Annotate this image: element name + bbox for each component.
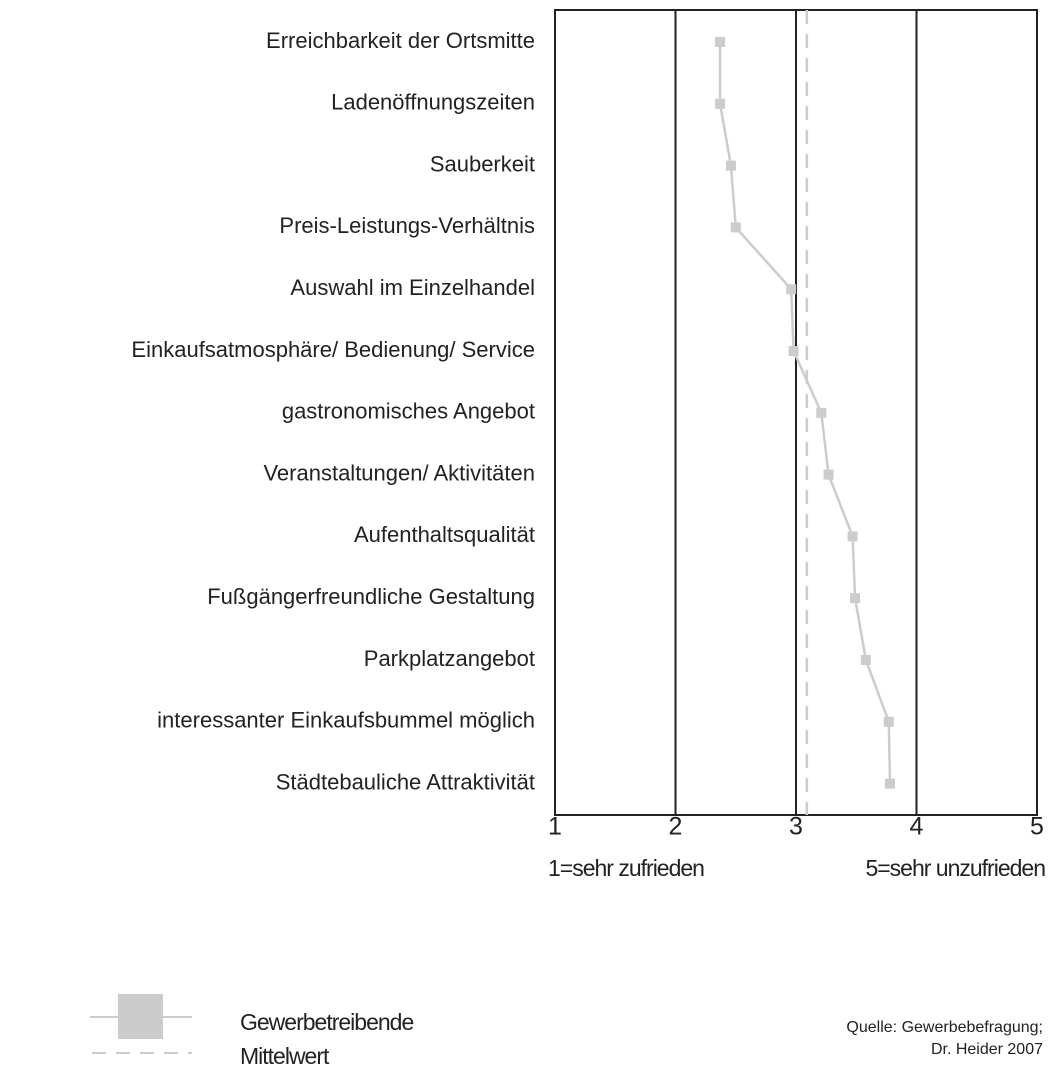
x-tick-label: 4 (910, 813, 924, 841)
y-tick-label: Parkplatzangebot (364, 646, 535, 671)
point (884, 778, 895, 789)
x-tick-label: 2 (669, 813, 683, 841)
y-tick-label: Auswahl im Einzelhandel (290, 275, 535, 300)
point (725, 160, 736, 171)
y-tick-label: Sauberkeit (430, 151, 535, 176)
y-tick-label: Fußgängerfreundliche Gestaltung (207, 584, 535, 609)
point (715, 37, 726, 47)
y-tick-label: gastronomisches Angebot (282, 399, 535, 424)
series-line (718, 42, 892, 784)
source: Quelle: Gewerbebefragung; (846, 1019, 1043, 1036)
x-tick-label: 5 (1030, 813, 1044, 841)
point (850, 593, 861, 604)
point (847, 531, 858, 542)
y-tick-label: Ladenöffnungszeiten (331, 90, 535, 115)
point (730, 222, 741, 233)
source: Dr. Heider 2007 (931, 1041, 1043, 1058)
point (816, 407, 827, 418)
y-tick-label: Aufenthaltsqualität (354, 522, 535, 547)
annotation: 5=sehr unzufrieden (865, 855, 1045, 881)
legend-marker (118, 994, 163, 1039)
point (883, 716, 894, 727)
y-tick-label: Preis-Leistungs-Verhältnis (279, 213, 535, 238)
y-tick-label: Städtebauliche Attraktivität (276, 769, 535, 794)
point (788, 346, 799, 356)
legend-label: Mittelwert (240, 1043, 330, 1069)
y-tick-label: interessanter Einkaufsbummel möglich (157, 708, 535, 733)
point (860, 655, 871, 665)
y-tick-label: Einkaufsatmosphäre/ Bedienung/ Service (131, 337, 535, 362)
point (715, 98, 726, 109)
y-tick-label: Veranstaltungen/ Aktivitäten (263, 460, 535, 485)
annotation: 1=sehr zufrieden (548, 855, 704, 881)
point (823, 469, 834, 480)
y-tick-label: Erreichbarkeit der Ortsmitte (266, 28, 535, 53)
point (786, 284, 797, 295)
legend-label: Gewerbetreibende (240, 1009, 413, 1035)
x-tick-label: 3 (789, 813, 803, 841)
x-tick-label: 1 (548, 813, 562, 841)
